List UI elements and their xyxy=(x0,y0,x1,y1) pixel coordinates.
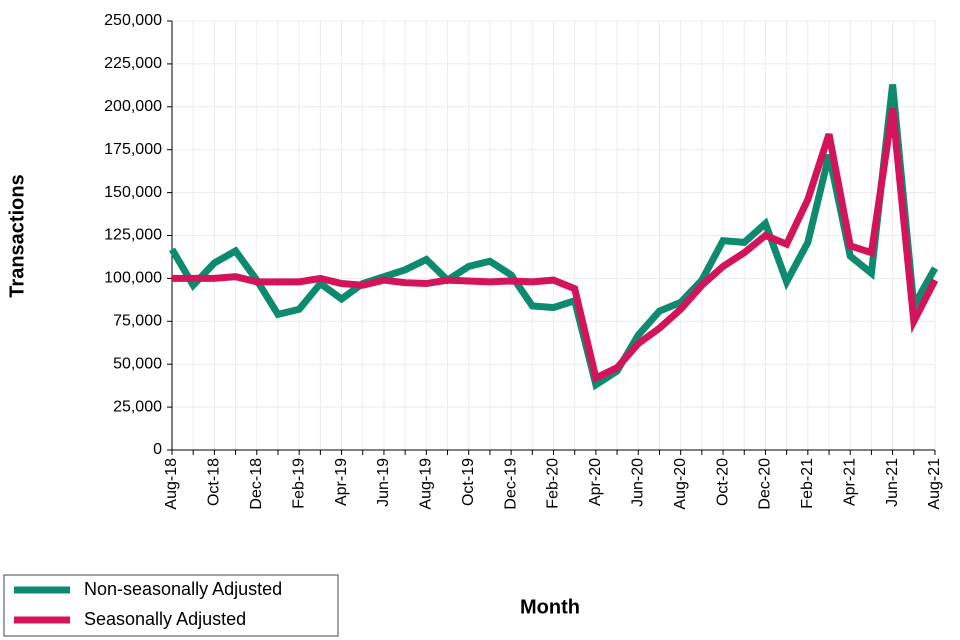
y-tick-label: 250,000 xyxy=(104,12,162,29)
x-tick-label: Aug-18 xyxy=(163,458,180,510)
x-tick-label: Jun-20 xyxy=(629,458,646,507)
x-tick-label: Apr-21 xyxy=(841,458,858,506)
series-line xyxy=(172,108,939,383)
y-tick-label: 0 xyxy=(153,441,162,458)
legend-label: Non-seasonally Adjusted xyxy=(84,579,282,599)
x-tick-label: Oct-19 xyxy=(460,458,477,506)
y-tick-label: 175,000 xyxy=(104,141,162,158)
y-tick-label: 50,000 xyxy=(113,355,162,372)
x-tick-label: Feb-19 xyxy=(290,458,307,509)
y-tick-label: 225,000 xyxy=(104,55,162,72)
y-axis-title: Transactions xyxy=(6,174,28,297)
y-tick-label: 200,000 xyxy=(104,98,162,115)
x-tick-label: Oct-18 xyxy=(206,458,223,506)
y-tick-label: 25,000 xyxy=(113,398,162,415)
x-tick-label: Oct-20 xyxy=(714,458,731,506)
x-tick-label: Dec-18 xyxy=(248,458,265,510)
x-tick-label: Apr-20 xyxy=(587,458,604,506)
x-tick-label: Dec-19 xyxy=(502,458,519,510)
x-tick-label: Jun-21 xyxy=(884,458,901,507)
y-tick-label: 100,000 xyxy=(104,270,162,287)
x-tick-label: Feb-20 xyxy=(545,458,562,509)
y-tick-label: 125,000 xyxy=(104,227,162,244)
x-tick-label: Aug-20 xyxy=(672,458,689,510)
x-axis-title: Month xyxy=(520,596,580,618)
y-tick-label: 150,000 xyxy=(104,184,162,201)
legend-box xyxy=(3,574,339,637)
x-tick-label: Aug-19 xyxy=(418,458,435,510)
legend-label: Seasonally Adjusted xyxy=(84,609,246,629)
x-tick-label: Dec-20 xyxy=(757,458,774,510)
y-tick-label: 75,000 xyxy=(113,313,162,330)
x-tick-label: Aug-21 xyxy=(926,458,943,510)
x-tick-label: Feb-21 xyxy=(799,458,816,509)
x-tick-label: Jun-19 xyxy=(375,458,392,507)
series-line xyxy=(168,84,939,391)
x-tick-label: Apr-19 xyxy=(333,458,350,506)
